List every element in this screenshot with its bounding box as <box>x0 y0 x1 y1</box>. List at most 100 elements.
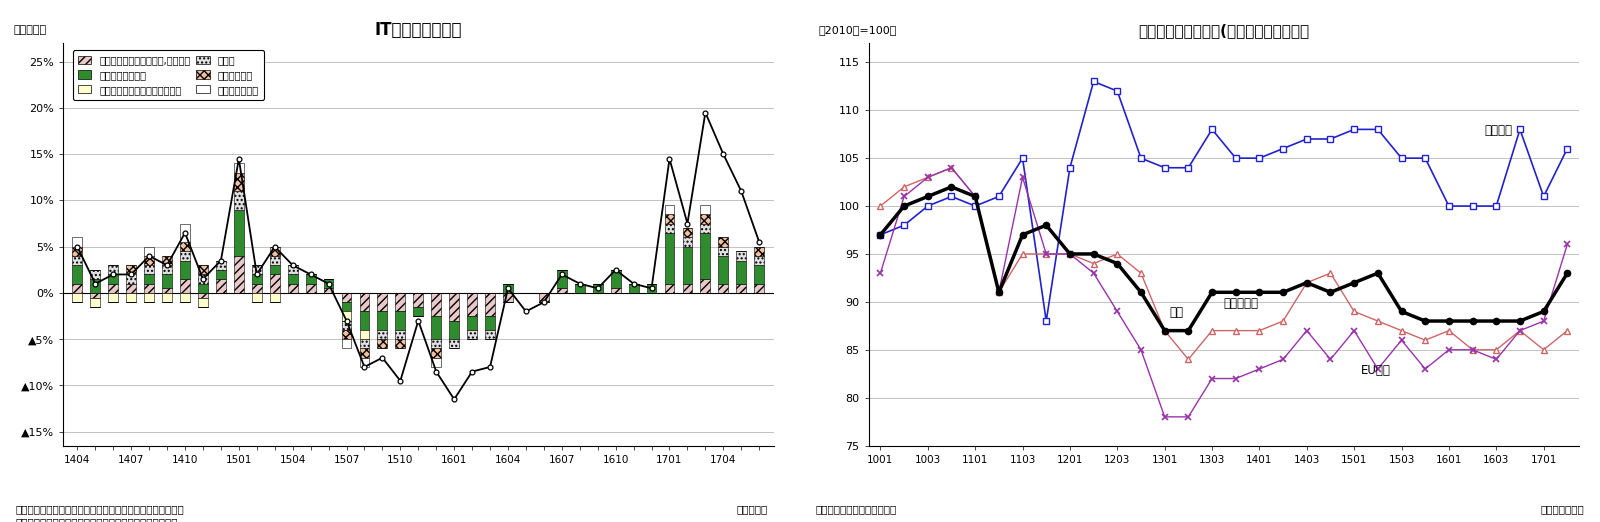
Text: （前年比）: （前年比） <box>13 25 46 35</box>
Bar <box>718 247 728 256</box>
Bar <box>181 260 190 279</box>
Bar <box>251 275 262 283</box>
Bar <box>341 293 352 302</box>
Bar <box>378 293 387 312</box>
Bar <box>395 312 405 330</box>
Text: アジア向け: アジア向け <box>1224 296 1259 310</box>
Bar <box>162 275 171 288</box>
Bar <box>450 321 459 339</box>
Bar <box>395 339 405 349</box>
Bar <box>90 270 101 279</box>
Text: EU向け: EU向け <box>1362 364 1390 377</box>
Bar <box>162 265 171 275</box>
Title: IT関連輸出の推移: IT関連輸出の推移 <box>374 21 462 39</box>
Bar <box>592 283 603 293</box>
Bar <box>181 223 190 242</box>
Bar <box>162 256 171 265</box>
Bar <box>341 312 352 321</box>
Bar <box>432 358 442 367</box>
Bar <box>360 293 370 312</box>
Bar <box>736 283 746 293</box>
Bar <box>72 247 82 256</box>
Bar <box>664 283 675 293</box>
Bar <box>360 330 370 339</box>
Bar <box>126 275 136 283</box>
Title: 地域別輸出数量指数(季節調整値）の推移: 地域別輸出数量指数(季節調整値）の推移 <box>1138 23 1309 38</box>
Bar <box>378 312 387 330</box>
Bar <box>539 293 549 302</box>
Bar <box>467 330 477 339</box>
Bar <box>360 339 370 349</box>
Bar <box>198 265 208 275</box>
Bar <box>144 247 154 256</box>
Bar <box>126 293 136 302</box>
Bar <box>701 223 710 233</box>
Bar <box>216 279 226 293</box>
Text: （年・月）: （年・月） <box>736 504 768 514</box>
Bar <box>701 205 710 215</box>
Bar <box>126 265 136 275</box>
Bar <box>502 293 514 302</box>
Bar <box>270 256 280 265</box>
Bar <box>162 293 171 302</box>
Bar <box>432 339 442 349</box>
Bar <box>467 293 477 316</box>
Bar <box>450 339 459 349</box>
Bar <box>341 330 352 339</box>
Bar <box>413 293 424 307</box>
Bar <box>502 283 514 293</box>
Bar <box>109 275 118 283</box>
Bar <box>683 247 693 283</box>
Bar <box>251 293 262 302</box>
Bar <box>754 283 765 293</box>
Bar <box>718 283 728 293</box>
Bar <box>216 260 226 270</box>
Bar <box>306 283 315 293</box>
Text: 米国向け: 米国向け <box>1485 124 1512 137</box>
Bar <box>234 163 243 173</box>
Text: 全体: 全体 <box>1170 306 1184 319</box>
Bar <box>467 316 477 330</box>
Bar <box>341 339 352 349</box>
Bar <box>216 270 226 279</box>
Bar <box>109 293 118 302</box>
Bar <box>162 288 171 293</box>
Bar <box>109 283 118 293</box>
Bar <box>270 247 280 256</box>
Bar <box>485 316 494 330</box>
Bar <box>683 228 693 238</box>
Bar <box>413 307 424 316</box>
Bar <box>181 242 190 251</box>
Bar <box>664 223 675 233</box>
Bar <box>646 283 656 293</box>
Bar <box>144 265 154 275</box>
Bar <box>754 247 765 256</box>
Bar <box>270 293 280 302</box>
Text: （年・四半期）: （年・四半期） <box>1541 504 1584 514</box>
Bar <box>701 279 710 293</box>
Bar <box>144 293 154 302</box>
Bar <box>144 283 154 293</box>
Bar <box>288 265 298 275</box>
Bar <box>198 298 208 307</box>
Bar <box>198 293 208 298</box>
Bar <box>718 256 728 283</box>
Bar <box>701 215 710 223</box>
Bar <box>557 288 566 293</box>
Bar <box>90 293 101 298</box>
Bar <box>395 293 405 312</box>
Bar <box>736 251 746 260</box>
Bar <box>323 288 333 293</box>
Bar <box>360 349 370 358</box>
Bar <box>144 275 154 283</box>
Bar <box>72 293 82 302</box>
Bar <box>683 238 693 247</box>
Bar <box>629 283 638 293</box>
Bar <box>611 270 621 288</box>
Bar <box>323 279 333 288</box>
Bar <box>234 210 243 256</box>
Bar <box>611 288 621 293</box>
Bar <box>234 191 243 210</box>
Bar <box>234 173 243 191</box>
Bar <box>251 265 262 275</box>
